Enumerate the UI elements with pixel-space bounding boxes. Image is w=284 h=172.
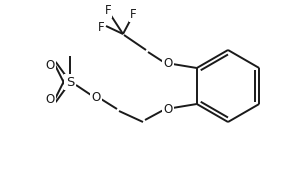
Text: O: O: [45, 58, 55, 72]
Text: O: O: [163, 103, 173, 116]
Text: F: F: [98, 20, 104, 34]
Text: F: F: [130, 8, 136, 20]
Text: S: S: [66, 76, 74, 89]
Text: F: F: [105, 3, 111, 17]
Text: O: O: [45, 93, 55, 105]
Text: O: O: [91, 90, 101, 104]
Text: O: O: [163, 56, 173, 69]
